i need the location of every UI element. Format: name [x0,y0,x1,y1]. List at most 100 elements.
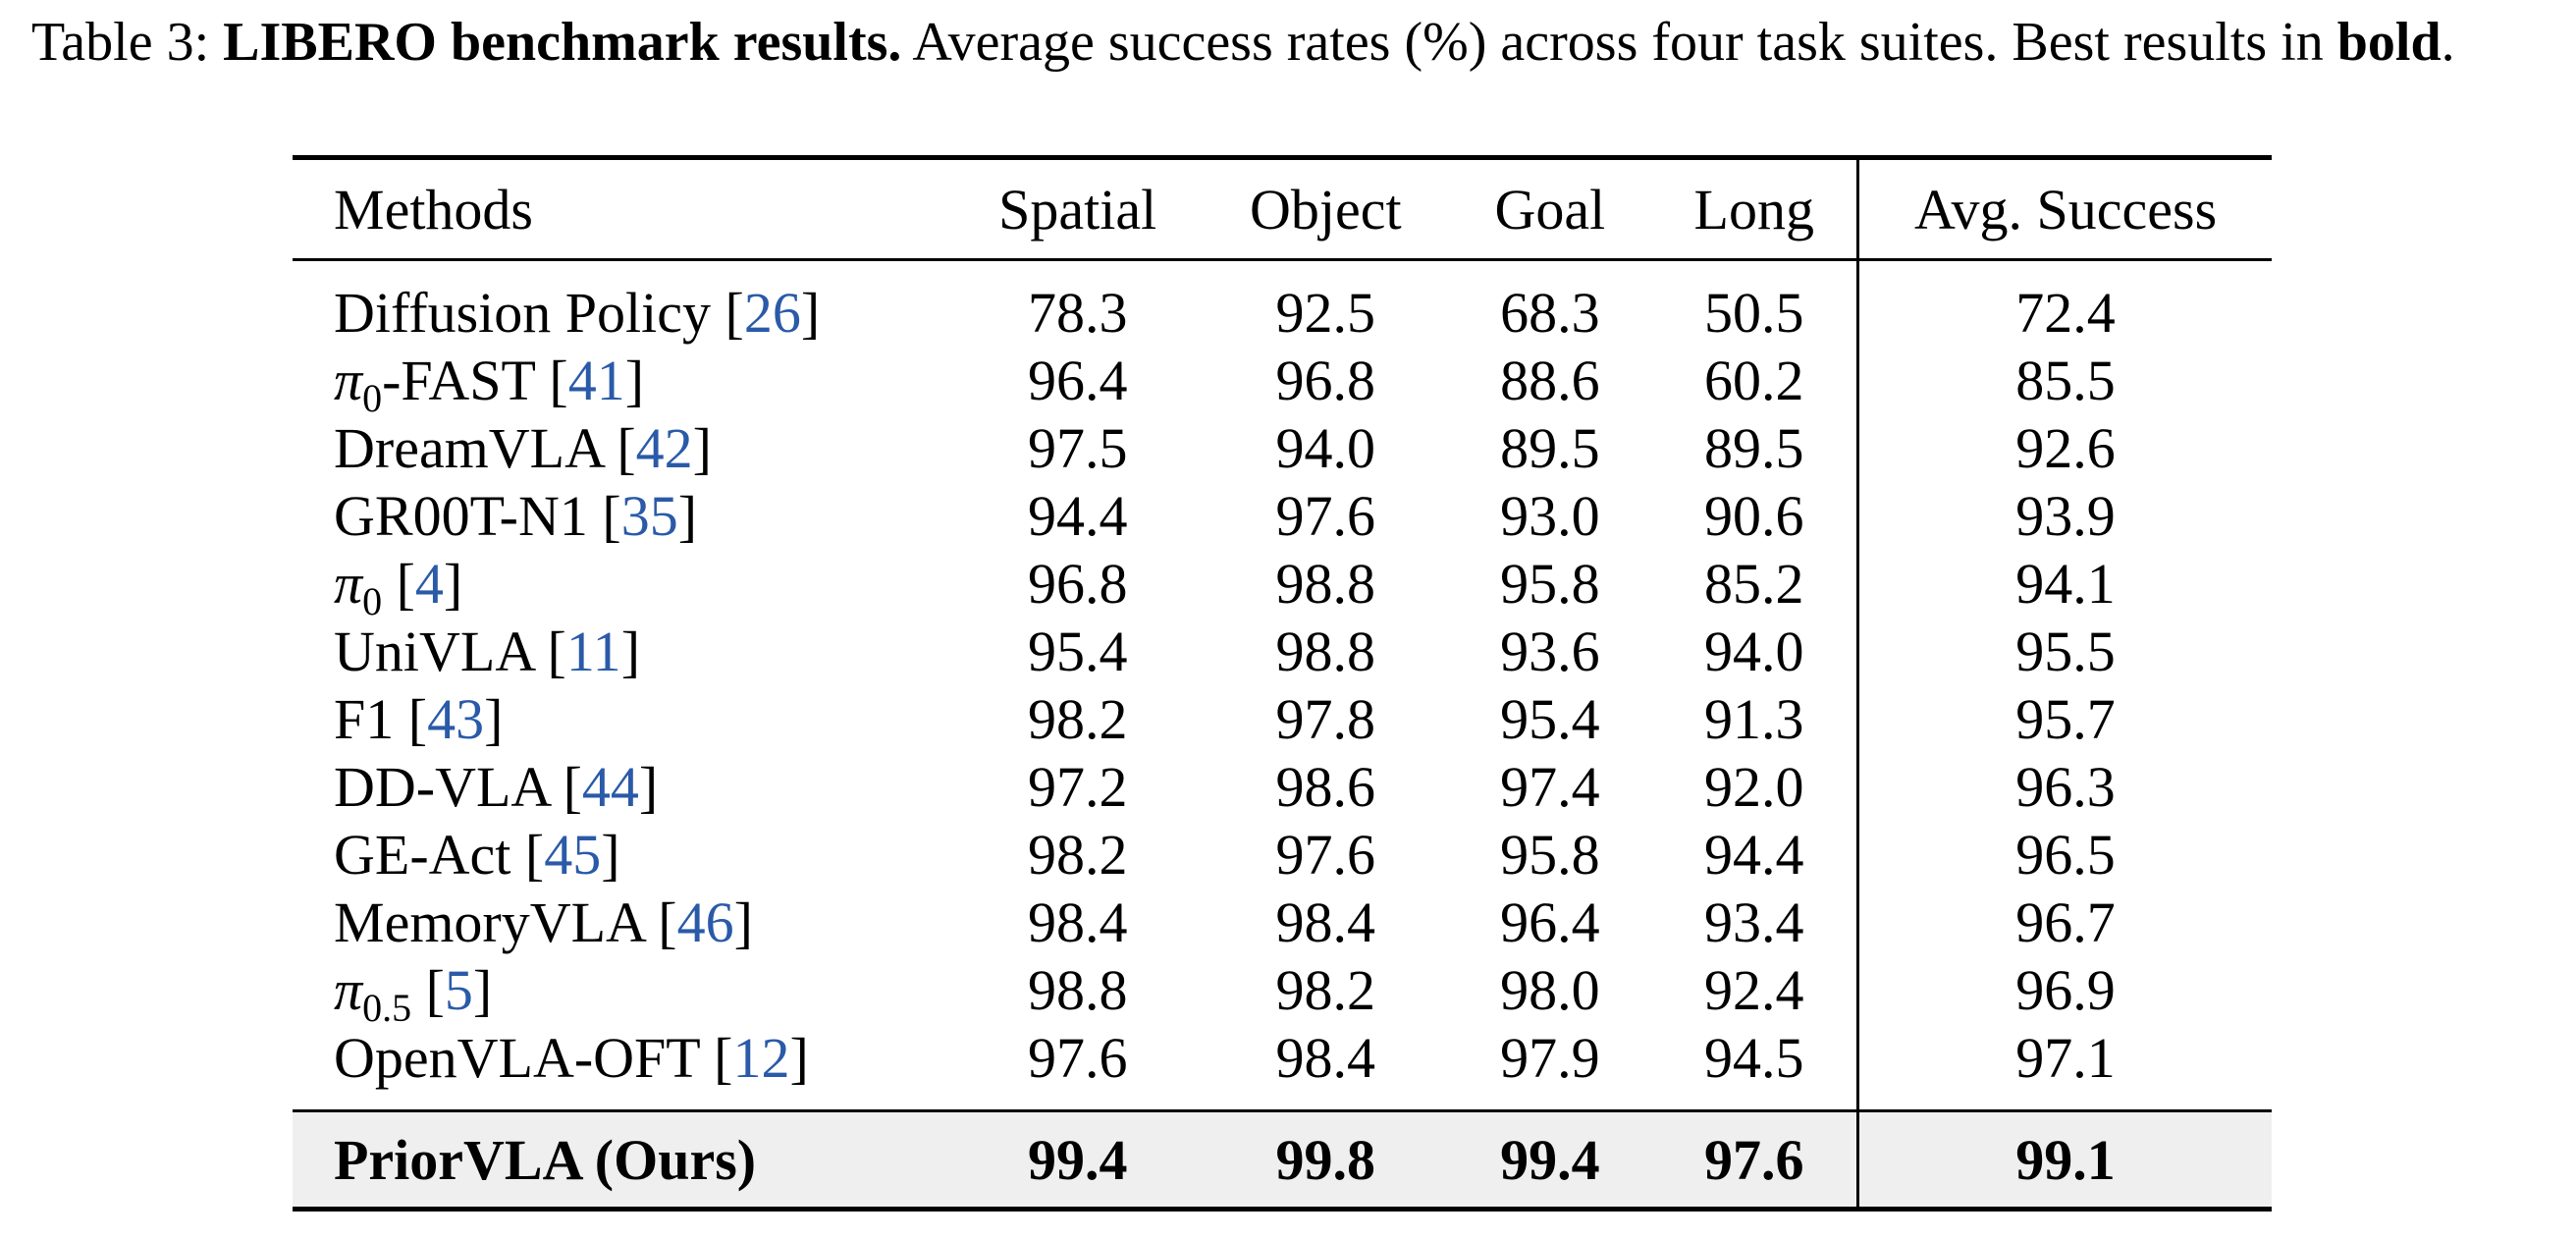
citation-link[interactable]: 4 [414,552,444,616]
value-long: 92.0 [1651,753,1860,821]
value-object: 98.8 [1275,620,1376,683]
citation-link[interactable]: 41 [567,349,625,412]
method-name-cell: Diffusion Policy [26] [334,281,821,345]
citation-link[interactable]: 5 [444,958,473,1022]
value-goal: 98.0 [1500,958,1600,1022]
results-table: Methods Spatial Object Goal Long Avg. Su… [293,155,2272,1212]
ours-body: PriorVLA (Ours) 99.4 99.8 99.4 97.6 99.1 [293,1110,2272,1210]
value-long: 60.2 [1651,347,1860,414]
value-goal: 93.0 [1500,484,1600,548]
value-goal: 88.6 [1500,349,1600,412]
value-goal: 68.3 [1500,281,1600,345]
value-object: 97.6 [1275,823,1376,887]
citation-link[interactable]: 46 [676,890,734,954]
table-row: π0.5 [5] 98.8 98.2 98.0 92.4 96.9 [293,956,2272,1028]
method-name: F1 [334,687,395,751]
caption-bold-word: bold [2336,12,2442,73]
value-avg-success: 72.4 [2015,281,2116,345]
value-avg-success: 94.1 [2015,552,2116,616]
value-long: 89.5 [1651,414,1860,482]
value-goal: 97.9 [1500,1026,1600,1090]
header-goal: Goal [1494,177,1606,242]
ours-goal: 99.4 [1500,1127,1600,1192]
value-object: 96.8 [1275,349,1376,412]
method-name: GR00T-N1 [334,484,588,548]
value-long: 91.3 [1651,685,1860,753]
method-name-cell: GE-Act [45] [334,823,620,887]
value-object: 98.4 [1275,890,1376,954]
ours-spatial: 99.4 [1027,1127,1128,1192]
value-object: 97.8 [1275,687,1376,751]
method-name-cell: OpenVLA-OFT [12] [334,1026,809,1090]
value-goal: 95.8 [1500,823,1600,887]
value-object: 98.4 [1275,1026,1376,1090]
value-spatial: 97.6 [1027,1026,1128,1090]
value-spatial: 78.3 [1027,281,1128,345]
value-long: 90.6 [1651,482,1860,550]
value-object: 98.2 [1275,958,1376,1022]
method-name: DreamVLA [334,416,603,480]
value-avg-success: 95.5 [2015,620,2116,683]
value-spatial: 98.8 [1027,958,1128,1022]
value-avg-success: 96.9 [2015,958,2116,1022]
value-long: 85.2 [1651,550,1860,618]
caption-title: LIBERO benchmark results. [223,12,902,73]
ours-method-name: PriorVLA (Ours) [334,1127,757,1192]
citation-link[interactable]: 44 [581,755,639,819]
method-subscript: 0 [362,376,383,420]
value-spatial: 97.2 [1027,755,1128,819]
method-name: MemoryVLA [334,890,644,954]
citation-link[interactable]: 26 [743,281,801,345]
table-row: UniVLA [11] 95.4 98.8 93.6 94.0 95.5 [293,618,2272,685]
table-body: Diffusion Policy [26] 78.3 92.5 68.3 5 0.5 72.… [293,259,2272,1111]
citation-link[interactable]: 43 [427,687,485,751]
method-name: OpenVLA-OFT [334,1026,700,1090]
method-name: DD-VLA [334,755,550,819]
table-row: GR00T-N1 [35] 94.4 97.6 93.0 90.6 93.9 [293,482,2272,550]
caption-text: Average success rates (%) across four ta… [901,12,2337,73]
value-spatial: 96.8 [1027,552,1128,616]
value-spatial: 98.2 [1027,823,1128,887]
method-subscript: 0.5 [362,986,412,1030]
ours-object: 99.8 [1275,1127,1376,1192]
value-avg-success: 96.7 [2015,890,2116,954]
value-long: 92.4 [1651,956,1860,1024]
value-long: 94.5 [1651,1024,1860,1111]
value-goal: 95.8 [1500,552,1600,616]
value-object: 97.6 [1275,484,1376,548]
method-name-cell: DD-VLA [44] [334,755,659,819]
table-row: π0 [4] 96.8 98.8 95.8 85.2 94.1 [293,550,2272,621]
table-row: MemoryVLA [46] 98.4 98.4 96.4 93.4 96.7 [293,889,2272,956]
value-avg-success: 93.9 [2015,484,2116,548]
value-spatial: 97.5 [1027,416,1128,480]
value-spatial: 94.4 [1027,484,1128,548]
citation-link[interactable]: 35 [620,484,678,548]
citation-link[interactable]: 11 [565,620,621,683]
value-spatial: 96.4 [1027,349,1128,412]
method-name: UniVLA [334,620,533,683]
citation-link[interactable]: 12 [732,1026,790,1090]
ours-row: PriorVLA (Ours) 99.4 99.8 99.4 97.6 99.1 [293,1110,2272,1210]
citation-link[interactable]: 42 [635,416,693,480]
citation-link[interactable]: 45 [544,823,602,887]
value-long: 94.4 [1651,821,1860,889]
value-avg-success: 96.5 [2015,823,2116,887]
method-pi-symbol: π [334,552,363,616]
value-long: 94.0 [1651,618,1860,685]
method-name-cell: π0-FAST [41] [334,349,645,420]
method-name-cell: UniVLA [11] [334,620,641,683]
method-subscript: 0 [362,579,383,623]
value-long: 93.4 [1651,889,1860,956]
value-avg-success: 95.7 [2015,687,2116,751]
value-object: 92.5 [1275,281,1376,345]
header-long: Long [1651,157,1860,260]
header-object: Object [1249,177,1402,242]
table-row: OpenVLA-OFT [12] 97.6 98.4 97.9 94.5 97.1 [293,1024,2272,1111]
value-spatial: 98.2 [1027,687,1128,751]
table-row: GE-Act [45] 98.2 97.6 95.8 94.4 96.5 [293,821,2272,889]
caption-end: . [2441,12,2455,73]
ours-avg-success: 99.1 [2015,1127,2116,1192]
value-spatial: 95.4 [1027,620,1128,683]
caption-label: Table 3: [31,12,210,73]
method-name: GE-Act [334,823,511,887]
